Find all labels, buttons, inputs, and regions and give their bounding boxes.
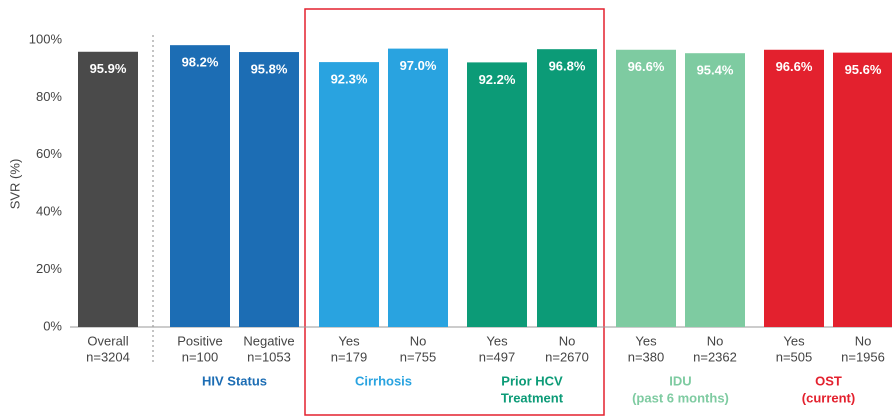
- n-label: n=380: [628, 349, 665, 364]
- y-tick-label: 60%: [36, 146, 62, 161]
- x-tick-label: No: [707, 333, 724, 348]
- value-label: 97.0%: [400, 58, 437, 73]
- y-tick-label: 40%: [36, 204, 62, 219]
- value-label: 96.8%: [549, 59, 586, 74]
- n-label: n=755: [400, 349, 437, 364]
- group-label: Prior HCV: [501, 373, 563, 388]
- group-label: (current): [802, 390, 855, 405]
- group-label: Cirrhosis: [355, 373, 412, 388]
- n-label: n=1956: [841, 349, 885, 364]
- highlight-box: [304, 8, 605, 416]
- n-label: n=3204: [86, 349, 130, 364]
- group-label: IDU: [669, 373, 691, 388]
- x-tick-label: Yes: [338, 333, 360, 348]
- n-label: n=2670: [545, 349, 589, 364]
- y-axis-label: SVR (%): [7, 159, 22, 210]
- value-label: 92.2%: [479, 72, 516, 87]
- bar: [685, 53, 745, 328]
- y-tick-label: 20%: [36, 261, 62, 276]
- x-tick-label: Overall: [87, 333, 128, 348]
- x-tick-label: No: [559, 333, 576, 348]
- value-label: 96.6%: [628, 59, 665, 74]
- n-label: n=100: [182, 349, 219, 364]
- group-label: Treatment: [501, 390, 564, 405]
- n-label: n=505: [776, 349, 813, 364]
- group-label: OST: [815, 373, 842, 388]
- bar: [170, 45, 230, 327]
- x-tick-label: Negative: [243, 333, 294, 348]
- bar: [537, 49, 597, 328]
- value-label: 95.8%: [251, 61, 288, 76]
- x-tick-label: No: [410, 333, 427, 348]
- n-label: n=497: [479, 349, 516, 364]
- bar: [388, 48, 448, 328]
- value-label: 96.6%: [776, 59, 813, 74]
- value-label: 95.4%: [697, 63, 734, 78]
- bar: [616, 49, 676, 328]
- y-tick-label: 0%: [43, 318, 62, 333]
- y-tick-label: 100%: [29, 31, 63, 46]
- value-label: 95.6%: [845, 62, 882, 77]
- bar: [764, 49, 824, 328]
- x-tick-label: Yes: [486, 333, 508, 348]
- value-label: 92.3%: [331, 72, 368, 87]
- y-tick-label: 80%: [36, 89, 62, 104]
- group-label: HIV Status: [202, 373, 267, 388]
- x-tick-label: No: [855, 333, 872, 348]
- bar: [78, 51, 138, 327]
- x-tick-label: Positive: [177, 333, 223, 348]
- n-label: n=2362: [693, 349, 737, 364]
- value-label: 98.2%: [182, 55, 219, 70]
- n-label: n=1053: [247, 349, 291, 364]
- x-tick-label: Yes: [783, 333, 805, 348]
- group-label: (past 6 months): [632, 390, 729, 405]
- bar: [833, 52, 892, 328]
- n-label: n=179: [331, 349, 368, 364]
- bar: [239, 52, 299, 327]
- x-tick-label: Yes: [635, 333, 657, 348]
- bar: [467, 62, 527, 328]
- bar: [319, 62, 379, 327]
- value-label: 95.9%: [90, 61, 127, 76]
